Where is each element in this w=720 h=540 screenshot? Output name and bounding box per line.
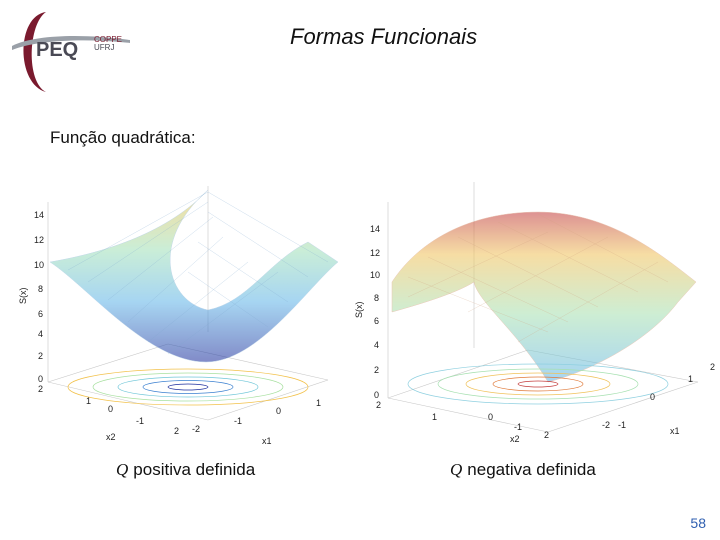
y-tick-14: 14 xyxy=(370,224,380,234)
y-tick-2: 2 xyxy=(374,365,379,375)
x1-tick-d: 1 xyxy=(688,374,693,384)
slide-subtitle: Função quadrática: xyxy=(50,128,196,147)
x1-tick-a: -2 xyxy=(602,420,610,430)
caption-right-text: negativa definida xyxy=(467,460,596,479)
x1-tick-a: -2 xyxy=(192,424,200,434)
caption-left-text: positiva definida xyxy=(133,460,256,479)
slide-title: Formas Funcionais xyxy=(290,24,478,49)
y-tick-0: 0 xyxy=(374,390,379,400)
x2-tick-a: 2 xyxy=(38,384,43,394)
y-tick-12: 12 xyxy=(34,235,44,245)
y-tick-0: 0 xyxy=(38,374,43,384)
y-tick-2: 2 xyxy=(38,351,43,361)
x1-tick-b: -1 xyxy=(234,416,242,426)
y-tick-6: 6 xyxy=(38,309,43,319)
y-tick-8: 8 xyxy=(374,293,379,303)
plot-negative-definite: 14 12 10 8 6 4 2 0 S(x) 2 1 0 -1 2 x2 -2… xyxy=(348,178,720,452)
x2-tick-d: -1 xyxy=(136,416,144,426)
y-tick-12: 12 xyxy=(370,248,380,258)
x2-axis-label: x2 xyxy=(106,432,116,442)
x1-axis-label: x1 xyxy=(670,426,680,436)
x2-tick-b: 1 xyxy=(86,396,91,406)
x1-tick-b: -1 xyxy=(618,420,626,430)
logo-main-text: PEQ xyxy=(36,39,78,61)
y-tick-10: 10 xyxy=(34,260,44,270)
y-axis-label: S(x) xyxy=(354,302,364,319)
x1-axis-label: x1 xyxy=(262,436,272,446)
y-tick-10: 10 xyxy=(370,270,380,280)
x2-tick-c: 0 xyxy=(488,412,493,422)
caption-left-symbol: Q xyxy=(116,460,129,479)
x1-tick-c: 0 xyxy=(650,392,655,402)
y-tick-14: 14 xyxy=(34,210,44,220)
y-tick-4: 4 xyxy=(374,340,379,350)
x1-tick-e: 2 xyxy=(710,362,715,372)
y-tick-4: 4 xyxy=(38,329,43,339)
y-tick-8: 8 xyxy=(38,284,43,294)
x1-tick-d: 1 xyxy=(316,398,321,408)
page-number: 58 xyxy=(690,515,706,531)
peq-logo: PEQ COPPE UFRJ xyxy=(6,4,132,96)
x2-tick-b: 1 xyxy=(432,412,437,422)
x2-axis-label: x2 xyxy=(510,434,520,444)
logo-top-text: COPPE xyxy=(94,35,122,44)
x2-tick-e: 2 xyxy=(174,426,179,436)
x2-tick-a: 2 xyxy=(376,400,381,410)
x1-tick-c: 0 xyxy=(276,406,281,416)
logo-bottom-text: UFRJ xyxy=(94,43,114,52)
y-tick-6: 6 xyxy=(374,316,379,326)
caption-right-symbol: Q xyxy=(450,460,463,479)
x2-tick-d: -1 xyxy=(514,422,522,432)
x2-tick-c: 0 xyxy=(108,404,113,414)
x2-tick-e: 2 xyxy=(544,430,549,440)
y-axis-label: S(x) xyxy=(18,288,28,305)
plot-positive-definite: 14 12 10 8 6 4 2 0 S(x) 2 1 0 -1 2 x2 -2… xyxy=(8,182,348,452)
